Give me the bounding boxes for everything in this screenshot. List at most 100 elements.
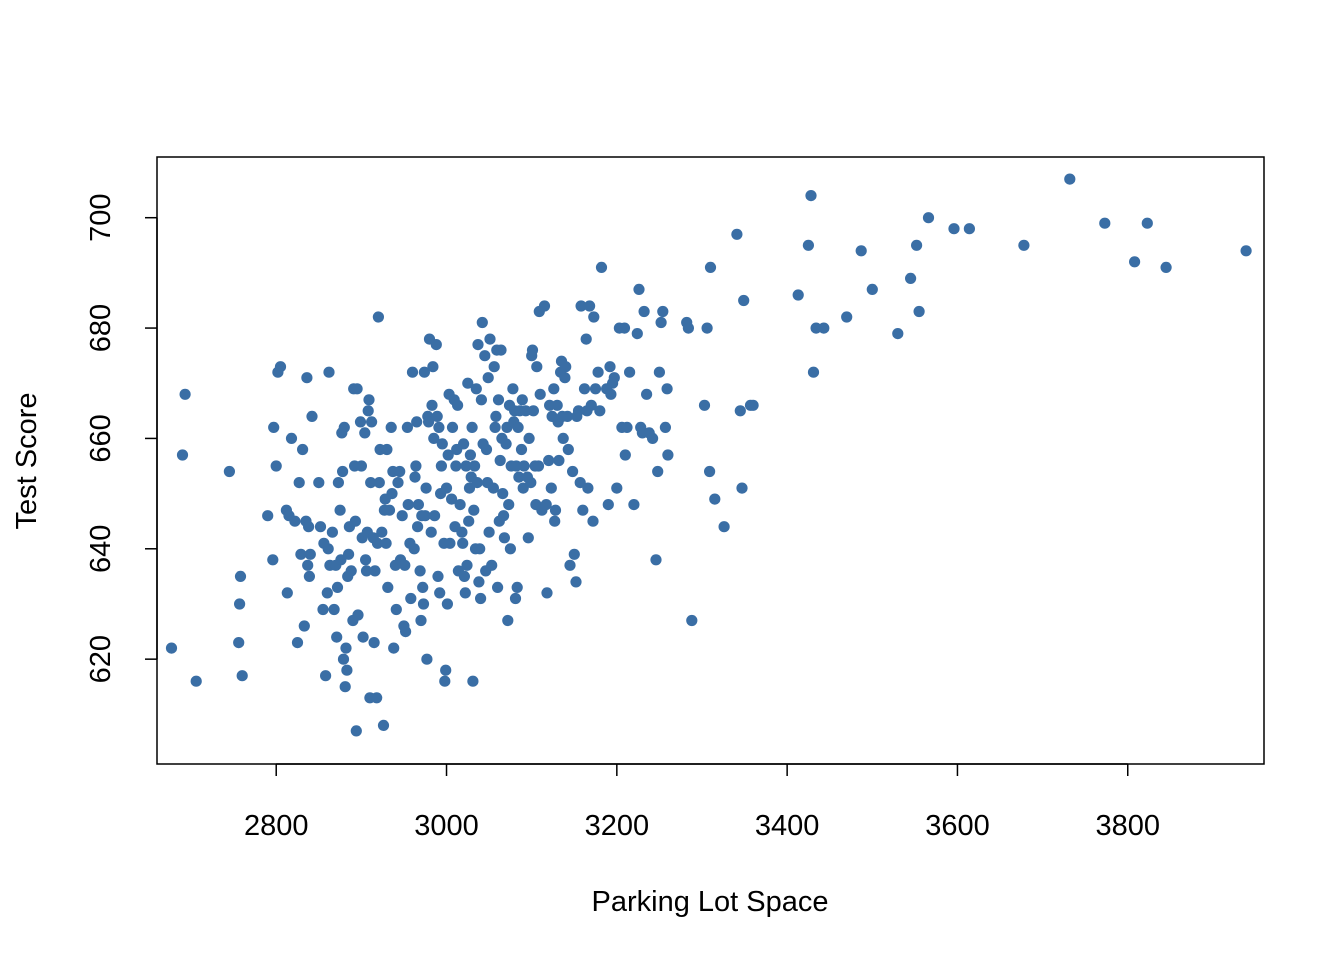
- data-point: [365, 477, 377, 489]
- data-point: [314, 521, 327, 533]
- data-point: [559, 372, 571, 384]
- data-point: [841, 311, 853, 323]
- data-point: [426, 399, 438, 411]
- data-point: [435, 460, 447, 472]
- data-point: [412, 499, 424, 511]
- data-point: [337, 465, 349, 478]
- data-point: [1160, 261, 1172, 273]
- data-point: [561, 410, 574, 422]
- data-point: [295, 548, 307, 560]
- data-point: [289, 515, 301, 527]
- data-point: [417, 581, 429, 594]
- data-point: [513, 471, 525, 483]
- data-point: [390, 603, 402, 616]
- data-point: [298, 620, 310, 632]
- data-point: [402, 499, 414, 511]
- data-point: [549, 504, 562, 516]
- data-point: [396, 510, 408, 522]
- data-point: [486, 559, 498, 571]
- data-point: [380, 537, 392, 549]
- x-tick-label: 2800: [244, 810, 309, 842]
- data-point: [527, 405, 540, 417]
- data-point: [523, 432, 535, 444]
- data-point: [736, 482, 748, 494]
- data-point: [516, 394, 528, 406]
- data-point: [297, 443, 309, 456]
- data-point: [357, 631, 369, 643]
- data-point: [334, 504, 346, 516]
- data-point: [540, 499, 552, 511]
- data-point: [414, 565, 426, 577]
- data-point: [369, 565, 381, 577]
- data-point: [515, 443, 528, 456]
- data-point: [419, 510, 431, 522]
- data-point: [321, 587, 333, 599]
- data-point: [372, 311, 384, 323]
- data-point: [368, 637, 380, 649]
- data-point: [507, 383, 519, 395]
- data-point: [594, 405, 606, 417]
- data-point: [498, 510, 510, 522]
- data-point: [340, 642, 352, 654]
- data-point: [704, 261, 717, 273]
- data-point: [234, 598, 246, 610]
- data-point: [488, 361, 500, 373]
- data-point: [652, 465, 664, 478]
- data-point: [911, 239, 923, 251]
- data-point: [682, 322, 695, 334]
- data-point: [268, 421, 280, 433]
- data-point: [587, 515, 599, 527]
- data-point: [431, 410, 443, 422]
- data-point: [236, 670, 248, 682]
- data-point: [456, 526, 468, 538]
- data-point: [409, 471, 421, 483]
- data-point: [473, 576, 485, 588]
- data-point: [433, 421, 445, 433]
- data-point: [638, 305, 650, 318]
- data-point: [267, 554, 279, 566]
- data-point: [518, 460, 530, 472]
- data-point: [588, 311, 600, 323]
- data-point: [349, 515, 361, 527]
- data-point: [234, 570, 247, 583]
- data-point: [541, 587, 553, 599]
- x-tick-label: 3400: [755, 810, 820, 842]
- data-point: [618, 322, 631, 334]
- data-point: [492, 394, 505, 406]
- data-point: [301, 372, 313, 384]
- data-point: [303, 521, 315, 533]
- data-point: [415, 614, 427, 627]
- data-point: [548, 383, 560, 395]
- y-axis: 620 640 660 680 700: [85, 194, 158, 683]
- data-point: [611, 482, 623, 494]
- data-point: [731, 228, 743, 240]
- data-point: [522, 532, 534, 544]
- data-point: [452, 399, 464, 411]
- data-point: [595, 261, 608, 273]
- data-point: [686, 614, 698, 627]
- data-point: [339, 681, 351, 693]
- data-point: [291, 637, 304, 649]
- x-axis: 2800 3000 3200 3400 3600 3800: [244, 763, 1160, 842]
- data-point: [351, 383, 363, 395]
- data-point: [624, 366, 636, 378]
- data-point: [575, 300, 587, 312]
- data-point: [320, 670, 332, 682]
- data-point: [628, 499, 640, 511]
- data-point: [317, 603, 329, 616]
- data-point: [399, 559, 411, 571]
- data-point: [503, 499, 515, 511]
- data-point: [439, 675, 451, 687]
- data-point: [270, 460, 282, 472]
- data-point: [1064, 173, 1076, 185]
- data-point: [322, 543, 334, 555]
- data-point: [406, 366, 419, 378]
- data-point: [709, 493, 721, 505]
- y-tick-label: 660: [85, 414, 117, 462]
- data-point: [385, 421, 397, 433]
- data-point: [475, 592, 487, 605]
- data-point: [580, 333, 592, 345]
- data-point: [922, 212, 935, 224]
- data-point: [492, 581, 504, 594]
- data-point: [810, 322, 822, 334]
